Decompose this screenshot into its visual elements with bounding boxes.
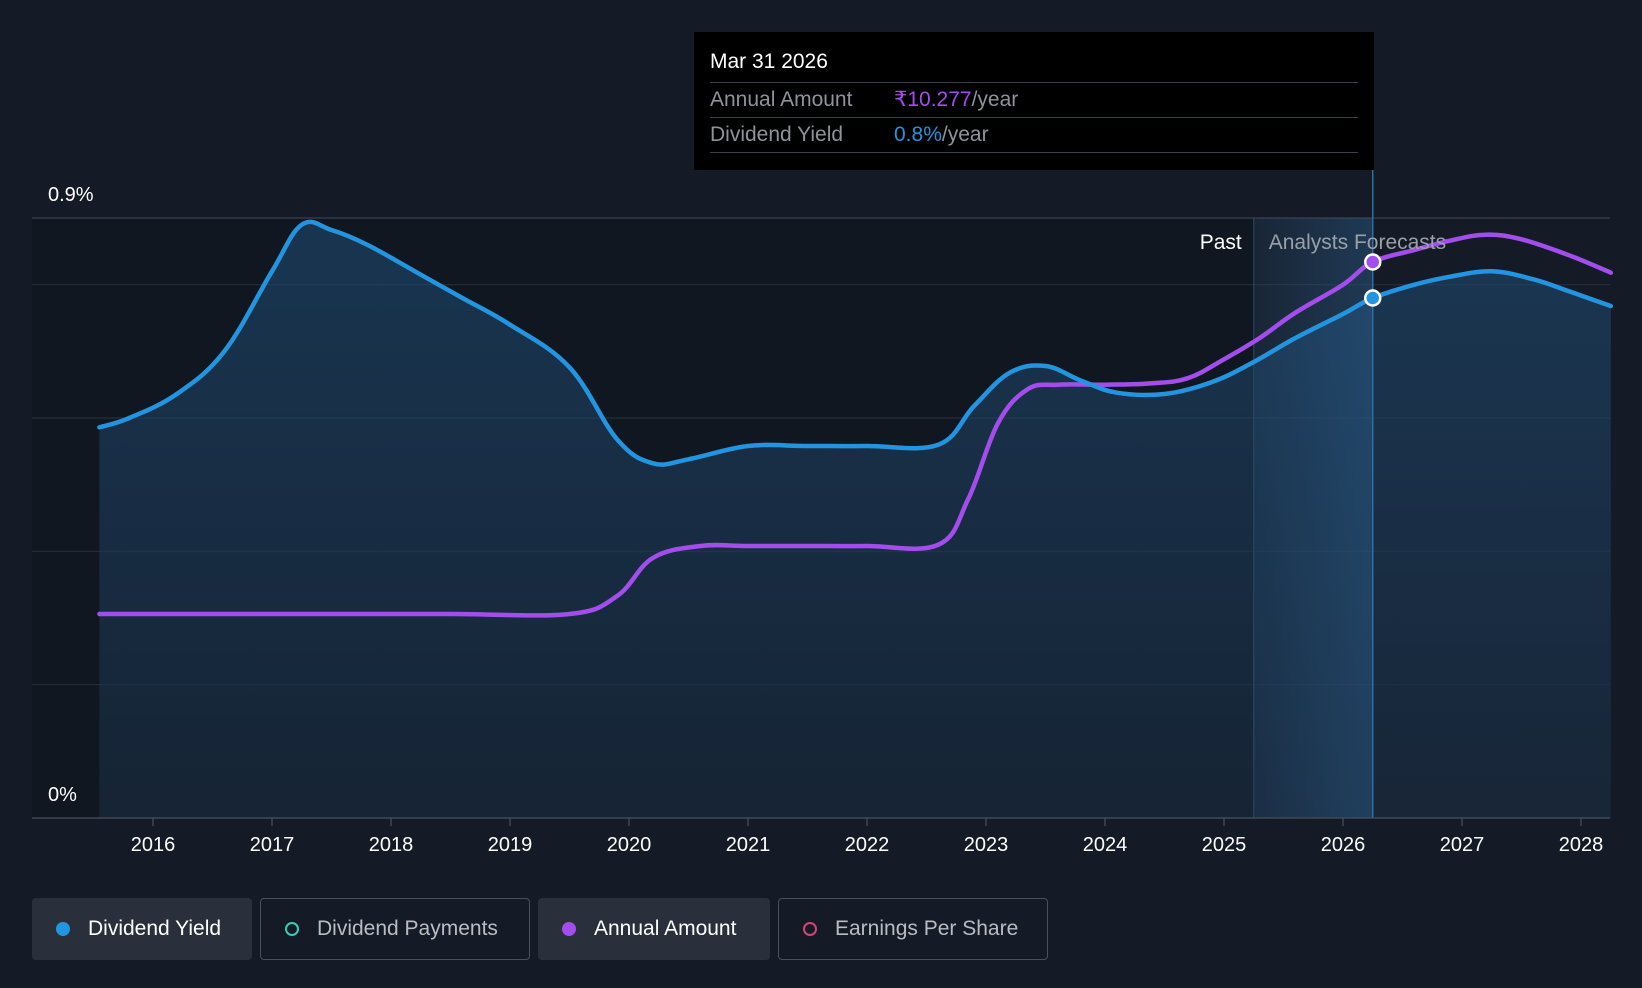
x-tick-label: 2017 bbox=[250, 834, 295, 856]
past-label: Past bbox=[1200, 231, 1242, 254]
legend-label: Dividend Yield bbox=[88, 917, 222, 940]
forecast-label: Analysts Forecasts bbox=[1269, 231, 1446, 254]
tooltip-label: Dividend Yield bbox=[710, 123, 844, 146]
x-tick-label: 2021 bbox=[726, 834, 771, 856]
x-tick-label: 2023 bbox=[964, 834, 1009, 856]
tooltip-suffix: /year bbox=[941, 123, 989, 146]
dividend-yield-marker bbox=[1364, 289, 1382, 307]
tooltip-date: Mar 31 2026 bbox=[710, 32, 1358, 83]
dividend-yield-area bbox=[99, 221, 1611, 819]
x-tick-label: 2026 bbox=[1321, 834, 1366, 856]
tooltip-row-dividend-yield: Dividend Yield 0.8% /year bbox=[710, 118, 1358, 153]
legend-label: Dividend Payments bbox=[317, 917, 498, 940]
legend-dot-icon bbox=[56, 922, 70, 936]
x-tick-label: 2027 bbox=[1440, 834, 1485, 856]
legend-dot-icon bbox=[285, 922, 299, 936]
legend-label: Earnings Per Share bbox=[835, 917, 1019, 940]
x-tick-label: 2025 bbox=[1202, 834, 1247, 856]
y-axis-min-label: 0% bbox=[48, 784, 77, 806]
tooltip-value: 0.8% bbox=[894, 123, 942, 146]
legend-dot-icon bbox=[803, 922, 817, 936]
annual-amount-marker bbox=[1364, 253, 1382, 271]
tooltip-label: Annual Amount bbox=[710, 88, 853, 111]
x-tick-label: 2024 bbox=[1083, 834, 1128, 856]
legend-label: Annual Amount bbox=[594, 917, 737, 940]
x-tick-label: 2016 bbox=[131, 834, 176, 856]
legend-dividend-payments[interactable]: Dividend Payments bbox=[260, 898, 530, 960]
tooltip: Mar 31 2026 Annual Amount ₹10.277 /year … bbox=[694, 32, 1374, 170]
legend-earnings-per-share[interactable]: Earnings Per Share bbox=[778, 898, 1048, 960]
tooltip-suffix: /year bbox=[971, 88, 1019, 111]
legend-dividend-yield[interactable]: Dividend Yield bbox=[32, 898, 252, 960]
y-axis-max-label: 0.9% bbox=[48, 184, 94, 206]
x-tick-label: 2018 bbox=[369, 834, 414, 856]
legend-annual-amount[interactable]: Annual Amount bbox=[538, 898, 770, 960]
legend-dot-icon bbox=[562, 922, 576, 936]
x-tick-label: 2019 bbox=[488, 834, 533, 856]
forecast-band bbox=[1253, 218, 1373, 818]
x-tick-label: 2022 bbox=[845, 834, 890, 856]
tooltip-row-annual-amount: Annual Amount ₹10.277 /year bbox=[710, 83, 1358, 118]
x-tick-label: 2020 bbox=[607, 834, 652, 856]
annual-amount-line bbox=[97, 232, 1614, 618]
x-tick-label: 2028 bbox=[1559, 834, 1604, 856]
tooltip-value: ₹10.277 bbox=[894, 88, 972, 111]
